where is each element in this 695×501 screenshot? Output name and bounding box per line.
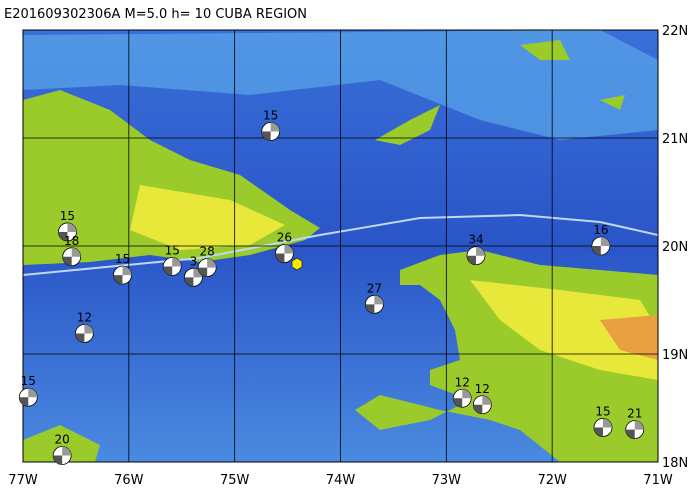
focal-mechanism (466, 246, 486, 266)
ball-quadrant (62, 446, 72, 456)
ball-quadrant (198, 267, 208, 277)
ball-quadrant (374, 295, 384, 305)
ball-quadrant (634, 420, 644, 430)
ball-quadrant (473, 404, 483, 414)
focal-mechanism (364, 294, 384, 314)
focal-mechanism (452, 388, 472, 408)
focal-mechanism (183, 267, 203, 287)
depth-label: 3 (190, 254, 198, 268)
ball-quadrant (113, 275, 123, 285)
depth-label: 20 (55, 433, 70, 447)
ball-quadrant (462, 389, 472, 399)
focal-mechanism (625, 420, 645, 440)
focal-mechanism (18, 387, 38, 407)
ball-quadrant (261, 131, 271, 141)
depth-label: 15 (21, 374, 36, 388)
depth-label: 15 (165, 244, 180, 258)
ball-quadrant (482, 395, 492, 405)
lat-label: 20N (662, 240, 688, 255)
ball-quadrant (67, 222, 77, 232)
depth-label: 27 (367, 281, 382, 295)
lat-label: 19N (662, 348, 688, 363)
depth-label: 34 (468, 233, 483, 247)
focal-mechanism (591, 236, 611, 256)
depth-label: 28 (200, 245, 215, 259)
ball-quadrant (207, 258, 217, 268)
lat-label: 18N (662, 456, 688, 471)
depth-label: 15 (60, 209, 75, 223)
depth-label: 12 (475, 382, 490, 396)
depth-label: 15 (595, 404, 610, 418)
ball-quadrant (58, 231, 68, 241)
ball-quadrant (365, 304, 375, 314)
ball-quadrant (270, 122, 280, 132)
lon-label: 74W (326, 473, 356, 488)
ball-quadrant (453, 398, 463, 408)
ball-quadrant (284, 244, 294, 254)
ball-quadrant (122, 266, 132, 276)
ball-quadrant (591, 246, 601, 255)
ball-quadrant (275, 253, 285, 263)
ball-quadrant (53, 455, 63, 465)
focal-mechanism (58, 222, 77, 242)
lat-label: 21N (662, 132, 688, 147)
ball-quadrant (466, 255, 476, 265)
depth-label: 18 (64, 234, 79, 248)
ball-quadrant (475, 246, 485, 256)
ball-quadrant (28, 388, 38, 398)
ball-quadrant (602, 418, 612, 428)
ball-quadrant (71, 247, 81, 257)
depth-label: 26 (277, 231, 292, 245)
ball-quadrant (172, 257, 182, 267)
ball-quadrant (19, 397, 29, 407)
focal-mechanism (113, 265, 132, 285)
lon-label: 77W (8, 473, 38, 488)
depth-label: 12 (455, 375, 470, 389)
lon-label: 71W (643, 473, 673, 488)
focal-mechanism (261, 122, 281, 141)
map-title: E201609302306A M=5.0 h= 10 CUBA REGION (4, 7, 307, 22)
depth-label: 16 (593, 223, 608, 237)
lat-label: 22N (662, 24, 688, 39)
focal-mechanism (197, 258, 217, 278)
focal-mechanism (162, 257, 182, 276)
lon-label: 73W (432, 473, 462, 488)
depth-label: 15 (263, 109, 278, 123)
depth-label: 15 (115, 252, 130, 266)
focal-mechanism (74, 324, 94, 343)
focal-mechanism (593, 418, 613, 437)
ball-quadrant (75, 333, 85, 343)
ball-quadrant (625, 429, 635, 439)
ball-quadrant (593, 427, 603, 437)
focal-mechanism (52, 446, 72, 465)
ball-quadrant (163, 266, 173, 276)
ball-quadrant (184, 277, 194, 287)
ball-quadrant (193, 268, 203, 278)
ball-quadrant (84, 324, 94, 334)
lon-label: 76W (114, 473, 144, 488)
ball-quadrant (62, 256, 72, 266)
focal-mechanism (62, 247, 82, 267)
focal-mechanism (472, 395, 492, 415)
ball-quadrant (600, 237, 610, 246)
lon-label: 72W (537, 473, 567, 488)
depth-label: 12 (77, 310, 92, 324)
focal-mechanism (275, 244, 294, 263)
depth-label: 21 (627, 407, 642, 421)
lon-label: 75W (220, 473, 250, 488)
